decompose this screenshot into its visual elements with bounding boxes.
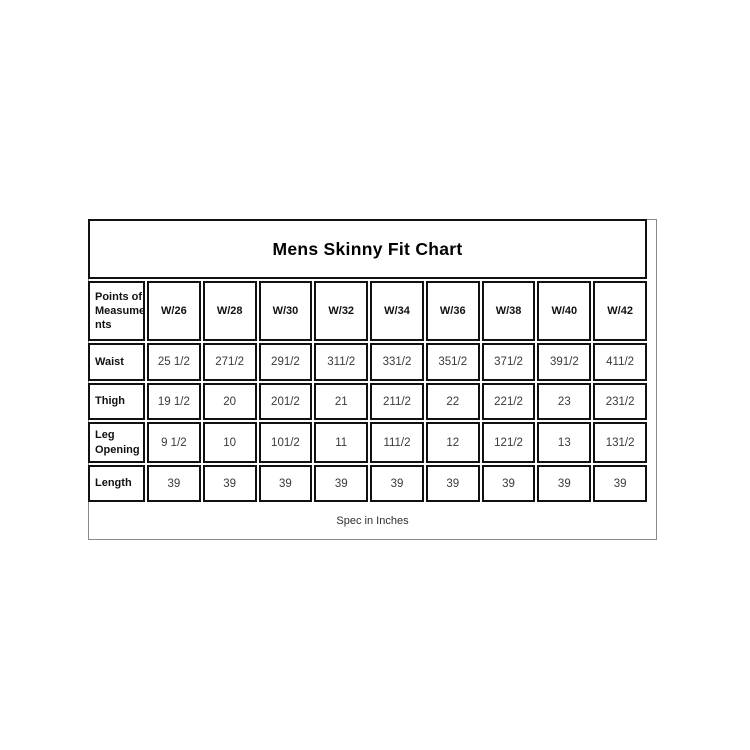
value-cell: 221/2 xyxy=(481,383,536,420)
column-header-w42: W/42 xyxy=(593,281,647,341)
value-cell: 10 xyxy=(202,422,257,463)
column-header-w28: W/28 xyxy=(202,281,257,341)
value-cell: 39 xyxy=(202,465,257,502)
value-cell: 25 1/2 xyxy=(147,343,201,381)
value-cell: 111/2 xyxy=(370,422,424,463)
column-header-w26: W/26 xyxy=(147,281,201,341)
value-cell: 39 xyxy=(370,465,424,502)
value-cell: 39 xyxy=(425,465,480,502)
value-cell: 351/2 xyxy=(425,343,480,381)
value-cell: 291/2 xyxy=(258,343,313,381)
value-cell: 331/2 xyxy=(370,343,424,381)
value-cell: 19 1/2 xyxy=(147,383,201,420)
row-label-waist: Waist xyxy=(88,343,145,381)
value-cell: 22 xyxy=(425,383,480,420)
value-cell: 101/2 xyxy=(258,422,313,463)
size-chart-grid: Mens Skinny Fit Chart Points of Measume … xyxy=(88,219,647,502)
value-cell: 271/2 xyxy=(202,343,257,381)
value-cell: 411/2 xyxy=(593,343,647,381)
value-cell: 121/2 xyxy=(481,422,536,463)
value-cell: 11 xyxy=(314,422,369,463)
value-cell: 391/2 xyxy=(537,343,592,381)
column-header-w32: W/32 xyxy=(314,281,369,341)
column-header-w30: W/30 xyxy=(258,281,313,341)
value-cell: 211/2 xyxy=(370,383,424,420)
chart-title: Mens Skinny Fit Chart xyxy=(88,219,647,279)
row-label-leg-opening: Leg Opening xyxy=(88,422,145,463)
value-cell: 39 xyxy=(537,465,592,502)
value-cell: 9 1/2 xyxy=(147,422,201,463)
column-header-w40: W/40 xyxy=(537,281,592,341)
value-cell: 13 xyxy=(537,422,592,463)
value-cell: 371/2 xyxy=(481,343,536,381)
row-label-length: Length xyxy=(88,465,145,502)
value-cell: 201/2 xyxy=(258,383,313,420)
value-cell: 39 xyxy=(593,465,647,502)
corner-header: Points of Measume nts xyxy=(88,281,145,341)
value-cell: 231/2 xyxy=(593,383,647,420)
value-cell: 39 xyxy=(147,465,201,502)
value-cell: 21 xyxy=(314,383,369,420)
value-cell: 131/2 xyxy=(593,422,647,463)
value-cell: 23 xyxy=(537,383,592,420)
value-cell: 311/2 xyxy=(314,343,369,381)
value-cell: 39 xyxy=(314,465,369,502)
column-header-w36: W/36 xyxy=(425,281,480,341)
column-header-w38: W/38 xyxy=(481,281,536,341)
value-cell: 12 xyxy=(425,422,480,463)
value-cell: 20 xyxy=(202,383,257,420)
value-cell: 39 xyxy=(258,465,313,502)
column-header-w34: W/34 xyxy=(370,281,424,341)
size-chart: Mens Skinny Fit Chart Points of Measume … xyxy=(88,219,657,540)
row-label-thigh: Thigh xyxy=(88,383,145,420)
value-cell: 39 xyxy=(481,465,536,502)
footer-note: Spec in Inches xyxy=(89,502,656,539)
